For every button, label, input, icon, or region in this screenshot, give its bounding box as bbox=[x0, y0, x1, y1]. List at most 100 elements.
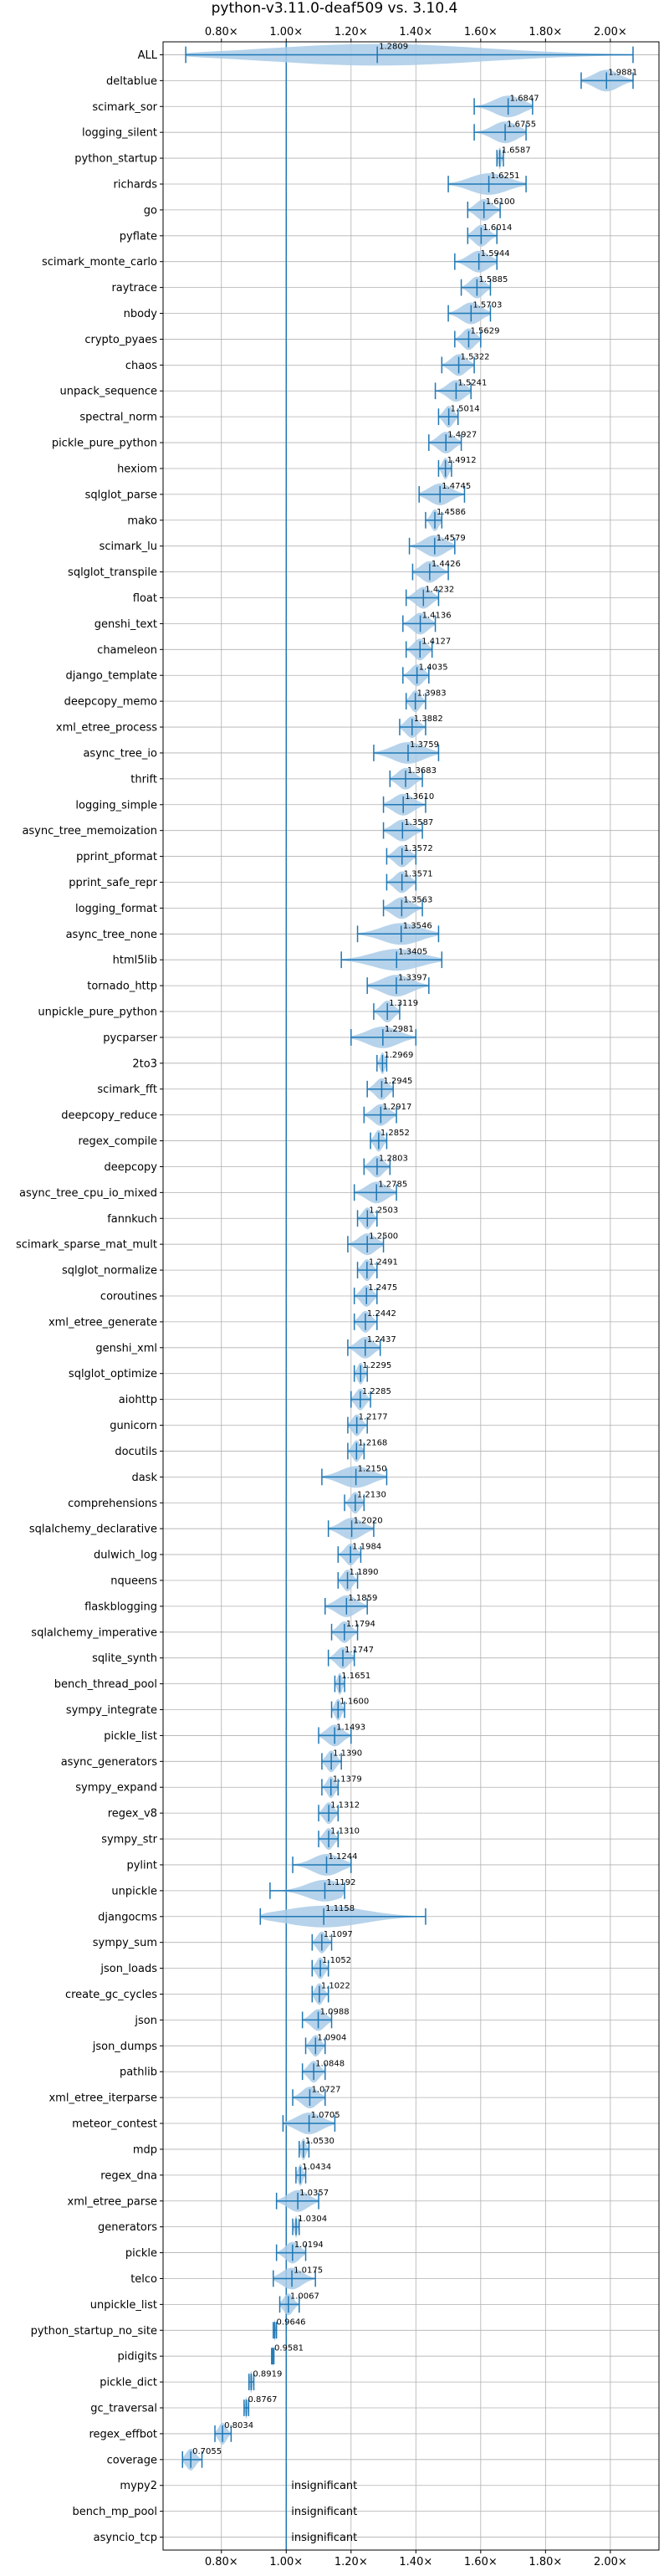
y-tick-label: tornado_http bbox=[87, 981, 157, 993]
value-label: 1.2945 bbox=[383, 1077, 412, 1086]
y-tick-label: nqueens bbox=[110, 1575, 157, 1587]
y-tick-label: json bbox=[134, 2015, 157, 2027]
y-tick-label: pickle_list bbox=[104, 1730, 157, 1743]
value-label: 1.6100 bbox=[486, 197, 515, 207]
value-label: 1.6847 bbox=[510, 94, 539, 103]
value-label: 1.0194 bbox=[294, 2241, 324, 2250]
value-label: 1.2503 bbox=[369, 1206, 398, 1215]
value-label: 1.1192 bbox=[326, 1878, 355, 1887]
value-label: 0.7055 bbox=[192, 2447, 222, 2456]
y-tick-label: pyflate bbox=[120, 230, 157, 243]
y-tick-label: flaskblogging bbox=[84, 1600, 157, 1613]
y-tick-label: deltablue bbox=[106, 75, 157, 88]
x-tick-label-bottom: 1.60× bbox=[464, 2556, 498, 2568]
chart-title: python-v3.11.0-deaf509 vs. 3.10.4 bbox=[212, 0, 458, 17]
y-tick-label: coverage bbox=[107, 2454, 157, 2466]
value-label: 1.3571 bbox=[404, 870, 433, 879]
y-tick-label: scimark_sparse_mat_mult bbox=[16, 1239, 157, 1252]
value-label: 1.1600 bbox=[340, 1698, 369, 1707]
x-tick-label-top: 1.00× bbox=[269, 26, 303, 38]
value-label: 1.4745 bbox=[442, 482, 471, 491]
y-tick-label: python_startup bbox=[74, 153, 157, 166]
value-label: 1.5703 bbox=[472, 301, 502, 310]
y-tick-label: sqlalchemy_declarative bbox=[29, 1524, 157, 1536]
y-tick-label: regex_compile bbox=[78, 1135, 157, 1148]
value-label: 1.6014 bbox=[483, 223, 512, 233]
value-label: 0.8767 bbox=[248, 2395, 277, 2404]
value-label: 1.1890 bbox=[350, 1568, 379, 1577]
y-tick-label: pidigits bbox=[118, 2351, 158, 2363]
value-label: 0.8919 bbox=[253, 2369, 282, 2379]
insignificant-label: insignificant bbox=[291, 2480, 357, 2492]
value-label: 1.2491 bbox=[369, 1257, 398, 1267]
y-tick-label: hexiom bbox=[117, 463, 157, 475]
value-label: 1.4035 bbox=[419, 663, 448, 672]
plot-frame bbox=[162, 41, 660, 2551]
y-tick-label: sympy_sum bbox=[93, 1937, 157, 1949]
value-label: 1.2285 bbox=[362, 1387, 391, 1396]
y-tick-label: scimark_monte_carlo bbox=[42, 256, 157, 269]
value-label: 1.0848 bbox=[315, 2059, 345, 2068]
value-label: 1.2020 bbox=[354, 1516, 383, 1525]
value-label: 1.4232 bbox=[425, 586, 454, 595]
y-tick-label: deepcopy_reduce bbox=[61, 1109, 157, 1122]
y-tick-label: pickle_dict bbox=[100, 2377, 157, 2389]
value-label: 1.1097 bbox=[324, 1930, 353, 1939]
x-tick-label-bottom: 2.00× bbox=[594, 2556, 627, 2568]
y-tick-label: genshi_xml bbox=[95, 1342, 157, 1355]
value-label: 1.4426 bbox=[432, 560, 461, 569]
value-label: 1.4136 bbox=[422, 612, 452, 621]
y-tick-label: pathlib bbox=[120, 2066, 157, 2079]
value-label: 1.0904 bbox=[317, 2034, 346, 2043]
y-tick-label: docutils bbox=[115, 1446, 157, 1458]
marker-layer bbox=[181, 46, 634, 2468]
y-tick-label: logging_silent bbox=[82, 127, 157, 140]
y-tick-label: scimark_lu bbox=[100, 540, 157, 553]
value-label: 1.1158 bbox=[325, 1904, 355, 1913]
value-label: 1.1310 bbox=[330, 1826, 360, 1836]
y-tick-label: sympy_expand bbox=[75, 1782, 157, 1795]
y-tick-label: spectral_norm bbox=[79, 412, 157, 424]
y-tick-label: raytrace bbox=[111, 282, 157, 294]
y-tick-label: xml_etree_parse bbox=[68, 2195, 157, 2208]
value-label: 1.1390 bbox=[333, 1749, 362, 1759]
y-tick-label: async_tree_memoization bbox=[22, 825, 157, 837]
y-tick-label: scimark_sor bbox=[92, 101, 157, 114]
value-label: 1.0304 bbox=[298, 2215, 327, 2224]
x-tick-label-top: 0.80× bbox=[205, 26, 238, 38]
y-tick-label: sympy_integrate bbox=[66, 1704, 157, 1717]
y-tick-label: regex_effbot bbox=[89, 2428, 157, 2440]
value-label: 1.3683 bbox=[407, 766, 437, 776]
x-tick-label-top: 1.60× bbox=[464, 26, 498, 38]
y-tick-label: html5lib bbox=[113, 955, 157, 967]
y-tick-label: mdp bbox=[133, 2143, 157, 2156]
x-tick-label-bottom: 0.80× bbox=[205, 2556, 238, 2568]
y-tick-label: async_tree_io bbox=[83, 747, 157, 760]
value-label: 1.2981 bbox=[385, 1025, 414, 1034]
y-tick-label: genshi_text bbox=[94, 618, 157, 631]
value-label: 1.1859 bbox=[348, 1594, 377, 1603]
y-tick-label: unpickle bbox=[111, 1885, 157, 1897]
y-tick-label: sqlglot_normalize bbox=[62, 1265, 157, 1278]
value-label: 1.3759 bbox=[410, 740, 439, 750]
y-tick-label: mako bbox=[127, 515, 157, 527]
value-label: 1.5944 bbox=[481, 249, 510, 259]
y-tick-label: bench_thread_pool bbox=[54, 1678, 157, 1691]
y-tick-label: deepcopy bbox=[104, 1161, 157, 1174]
value-label: 1.5241 bbox=[457, 378, 487, 387]
value-label: 1.5322 bbox=[461, 353, 490, 362]
value-label: 1.2785 bbox=[378, 1180, 407, 1190]
value-label: 1.1244 bbox=[328, 1852, 357, 1862]
value-label: 1.5885 bbox=[478, 275, 508, 284]
value-label: 1.0434 bbox=[302, 2163, 331, 2172]
y-tick-label: chameleon bbox=[97, 644, 157, 657]
y-tick-label: async_tree_cpu_io_mixed bbox=[19, 1187, 157, 1200]
value-label: 1.6251 bbox=[491, 172, 520, 181]
y-tick-label: async_tree_none bbox=[66, 929, 157, 941]
y-tick-label: pprint_safe_repr bbox=[69, 877, 157, 889]
y-tick-label: chaos bbox=[125, 360, 157, 372]
y-tick-label: deepcopy_memo bbox=[64, 696, 157, 709]
value-label: 1.4927 bbox=[447, 430, 477, 439]
value-label: 1.1984 bbox=[352, 1542, 381, 1551]
value-label: 1.6755 bbox=[507, 120, 536, 129]
